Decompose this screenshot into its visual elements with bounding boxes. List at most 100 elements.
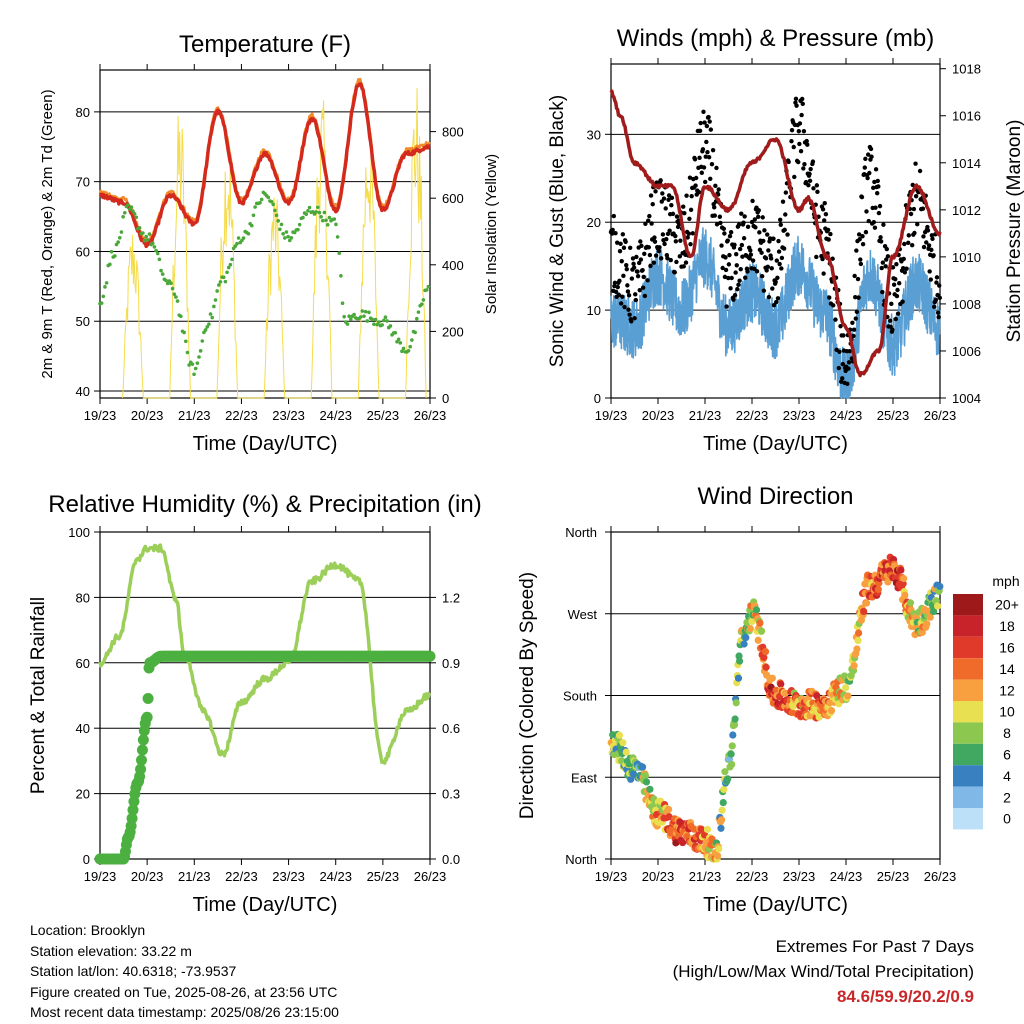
dewpoint-point: [101, 294, 106, 299]
y2-tick-label: 0.3: [442, 787, 460, 802]
gust-point: [618, 241, 623, 247]
gust-point: [858, 261, 864, 267]
y-tick-label: 40: [76, 721, 90, 736]
gust-point: [670, 211, 676, 217]
gust-point: [631, 261, 636, 267]
gust-point: [647, 252, 653, 258]
gust-point: [618, 301, 624, 306]
gust-point: [734, 263, 739, 268]
wind-direction-point: [762, 663, 770, 671]
gust-point: [637, 260, 642, 266]
gust-point: [687, 216, 692, 221]
y2-tick-label: 1010: [952, 250, 981, 265]
gust-point: [729, 275, 734, 281]
gust-point: [929, 233, 935, 238]
y-axis-label: Direction (Colored By Speed): [517, 572, 538, 819]
location-text: Location: Brooklyn: [30, 922, 146, 938]
wind-direction-point: [860, 607, 868, 616]
gust-point: [705, 149, 710, 155]
gust-point: [863, 156, 868, 162]
gust-point: [840, 361, 846, 367]
gust-point: [620, 294, 625, 299]
gust-point: [719, 243, 724, 248]
wind-direction-point: [679, 838, 687, 847]
gust-point: [825, 227, 831, 233]
gust-point: [741, 236, 747, 241]
dewpoint-point: [170, 286, 175, 291]
dewpoint-point: [363, 309, 368, 314]
wind-direction-point: [715, 845, 723, 853]
x-tick-label: 25/23: [367, 408, 400, 423]
gust-point: [937, 283, 942, 288]
dewpoint-point: [287, 238, 292, 243]
gust-point: [780, 199, 786, 204]
wind-direction-point: [638, 763, 647, 771]
gust-point: [617, 248, 623, 254]
dewpoint-point: [413, 330, 417, 335]
wind-direction-point: [742, 633, 750, 642]
gust-point: [850, 320, 855, 325]
x-axis-label: Time (Day/UTC): [703, 894, 848, 916]
dewpoint-point: [169, 281, 173, 285]
wind-direction-point: [664, 805, 673, 813]
y2-tick-label: 800: [442, 125, 464, 140]
gust-point: [869, 154, 874, 159]
gust-point: [796, 128, 802, 134]
dewpoint-point: [193, 366, 198, 371]
gust-point: [688, 207, 694, 212]
gust-point: [925, 228, 931, 233]
gust-point: [739, 242, 745, 248]
dewpoint-point: [322, 210, 327, 215]
rainfall-point: [135, 763, 147, 775]
gust-point: [667, 228, 672, 233]
dewpoint-point: [324, 218, 328, 223]
x-tick-label: 20/23: [642, 869, 675, 884]
gust-point: [789, 138, 794, 144]
extremes-subtitle: (High/Low/Max Wind/Total Precipitation): [672, 962, 974, 981]
dewpoint-point: [142, 238, 147, 243]
gust-point: [722, 231, 727, 236]
rainfall-point: [136, 744, 148, 756]
dewpoint-point: [372, 322, 376, 327]
dewpoint-point: [230, 257, 234, 262]
gust-point: [906, 240, 911, 246]
gust-point: [833, 317, 838, 322]
wind-direction-point: [754, 636, 762, 644]
dewpoint-point: [251, 213, 256, 218]
gust-point: [890, 265, 896, 270]
y-tick-label: 20: [76, 787, 90, 802]
dewpoint-point: [278, 227, 282, 232]
gust-point: [646, 218, 651, 223]
wind-direction-point: [728, 760, 736, 769]
y-tick-label: 70: [76, 175, 90, 190]
x-tick-label: 21/23: [178, 408, 211, 423]
gust-point: [830, 256, 835, 261]
dewpoint-point: [352, 312, 356, 317]
wind-direction-point: [936, 582, 944, 591]
gust-point: [734, 252, 739, 257]
gust-point: [891, 282, 897, 287]
gust-point: [768, 256, 774, 261]
gust-point: [798, 149, 804, 154]
gust-point: [714, 222, 720, 227]
gust-point: [737, 278, 742, 283]
y2-tick-label: 1012: [952, 203, 981, 218]
dewpoint-point: [113, 254, 117, 258]
gust-point: [704, 139, 709, 145]
dewpoint-point: [200, 339, 205, 343]
gust-point: [860, 241, 866, 247]
wind-direction-point: [729, 731, 737, 739]
wind-direction-point: [874, 585, 882, 594]
x-tick-label: 23/23: [272, 408, 305, 423]
dewpoint-point: [109, 249, 114, 254]
dewpoint-point: [426, 284, 431, 289]
gust-point: [720, 265, 725, 271]
gust-point: [774, 299, 779, 305]
gust-point: [936, 314, 941, 320]
x-tick-label: 19/23: [595, 408, 628, 423]
wind-direction-point: [756, 619, 764, 627]
gust-point: [801, 128, 807, 134]
gust-point: [742, 214, 747, 219]
gust-point: [615, 240, 620, 245]
gust-point: [774, 258, 780, 263]
